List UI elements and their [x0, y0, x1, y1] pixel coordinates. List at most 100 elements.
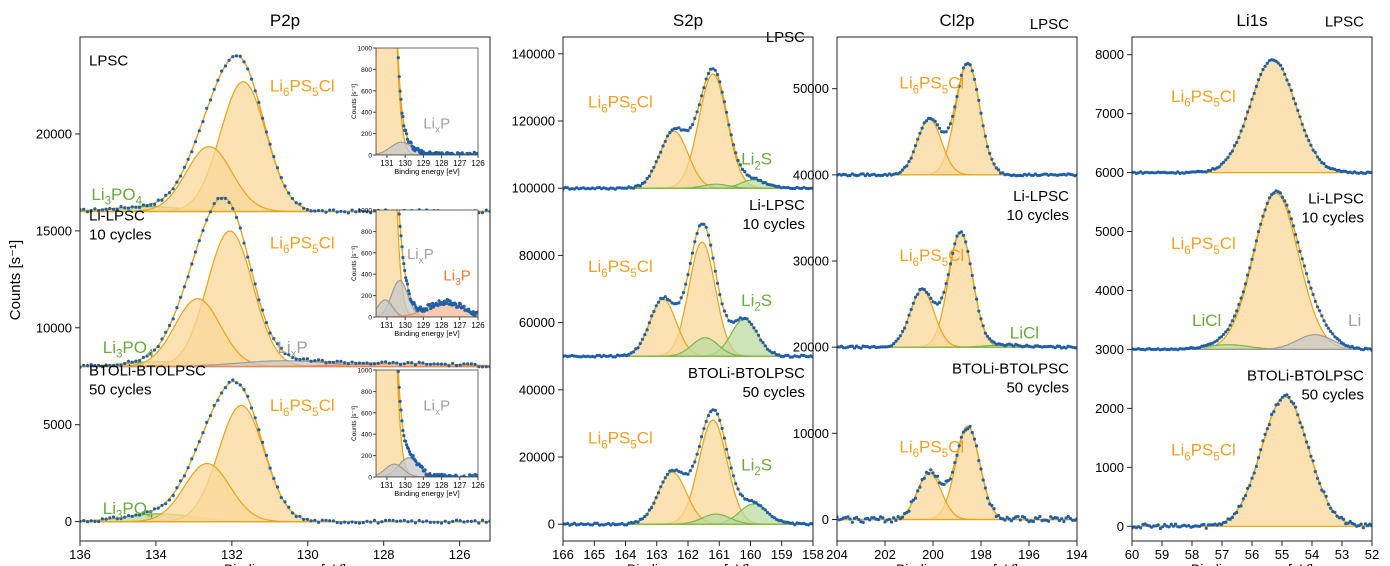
spectrum-li1s-0-point [1226, 155, 1230, 159]
spectrum-s2p-1-point [711, 256, 715, 260]
spectrum-li1s-1-point [1322, 319, 1326, 323]
x-tick-label-s2p: 162 [677, 547, 699, 562]
inset-1-point [471, 310, 475, 314]
inset-0-point [396, 56, 400, 60]
spectrum-s2p-1-point [713, 269, 717, 273]
spectrum-p2p-2-point [182, 474, 186, 478]
spectrum-p2p-1-point [201, 228, 205, 233]
spectrum-li1s-2-point [1246, 486, 1250, 490]
inset-0-point [461, 152, 465, 155]
spectrum-s2p-1-point [750, 322, 754, 326]
spectrum-li1s-2-point [1235, 510, 1239, 514]
inset-y-axis-label: Counts [s⁻¹] [351, 406, 358, 441]
spectrum-p2p-1-point [119, 363, 123, 367]
spectrum-p2p-0-point [313, 209, 317, 213]
spectrum-cl2p-2-point [892, 516, 896, 520]
spectrum-p2p-1-point [417, 360, 421, 364]
spectrum-li1s-1-point [1230, 319, 1234, 323]
inset-2-point [475, 474, 478, 477]
panel-li1s: Li1s Li6PS5Cl LPSC Li6PS5Cl LiCl Li Li-LPSC 10 … [1095, 11, 1379, 566]
x-tick-label-s2p: 164 [615, 547, 637, 562]
spectrum-cl2p-1-point [937, 300, 942, 305]
spectrum-p2p-1-point [357, 361, 362, 365]
spectrum-li1s-0-point [1241, 124, 1245, 128]
spectrum-li1s-2-point [1250, 476, 1254, 480]
spectrum-p2p-0-point [249, 77, 254, 81]
spectrum-cl2p-0-point [905, 164, 909, 168]
spectrum-li1s-2-point [1187, 524, 1191, 528]
spectrum-p2p-1-point [447, 364, 451, 368]
spectrum-p2p-0-point [156, 198, 160, 202]
x-tick-label-li1s: 57 [1215, 547, 1229, 562]
spectrum-s2p-2-point [652, 501, 656, 505]
spectrum-p2p-1-point [111, 364, 116, 368]
spectrum-li1s-0-point [1228, 152, 1232, 156]
spectrum-s2p-1-point [709, 243, 713, 247]
spectrum-li1s-1-point [1254, 239, 1258, 243]
spectrum-p2p-1-point [361, 361, 365, 365]
inset-0-point [405, 137, 410, 141]
spectrum-p2p-2-point [145, 510, 149, 514]
inset-y-tick-label: 800 [361, 67, 372, 74]
y-tick-label-s2p: 80000 [519, 248, 555, 263]
peak-label-li6ps5cl: Li6PS5Cl [1171, 234, 1236, 257]
spectrum-p2p-1-point [451, 361, 455, 365]
spectrum-s2p-1-point [679, 296, 683, 300]
spectrum-p2p-2-point [186, 466, 190, 470]
y-tick-label-li1s: 5000 [1095, 224, 1124, 239]
inset-0-data-points [396, 56, 478, 155]
spectrum-s2p-2-point [675, 468, 679, 472]
spectrum-cl2p-0-point [972, 77, 977, 81]
spectrum-cl2p-2-point [983, 486, 988, 490]
spectrum-li1s-0-point [1261, 67, 1265, 72]
y-tick-label-s2p: 120000 [512, 114, 555, 129]
spectrum-li1s-2-point [1342, 517, 1346, 521]
spectrum-p2p-1-point [82, 363, 86, 367]
inset-frame [375, 47, 479, 156]
peak-label-li6ps5cl: Li6PS5Cl [270, 396, 335, 419]
spectrum-cl2p-1-point [940, 296, 944, 300]
inset-y-tick-label: 600 [361, 250, 372, 257]
spectrum-cl2p-2-point [959, 435, 964, 439]
spectrum-cl2p-2-point [935, 474, 940, 478]
spectrum-s2p-0-point [747, 174, 752, 178]
spectrum-s2p-2-point [590, 523, 595, 527]
spectrum-cl2p-1-point [972, 286, 977, 290]
spectrum-s2p-0-point [754, 176, 758, 180]
peak-label-li6ps5cl: Li6PS5Cl [899, 246, 964, 269]
inset-0-point [470, 153, 474, 155]
y-tick-label-s2p: 40000 [519, 382, 555, 397]
spectrum-cl2p-btoli-btolpsc: Li6PS5Cl BTOLi-BTOLPSC 50 cycles [837, 360, 1077, 525]
sample-label-btoli-btolpsc: BTOLi-BTOLPSC [1247, 367, 1364, 384]
spectrum-li1s-2-point [1359, 522, 1363, 526]
spectrum-p2p-1-point [264, 321, 268, 325]
spectrum-li1s-0-point [1237, 135, 1241, 140]
peak-label-li6ps5cl: Li6PS5Cl [899, 437, 964, 460]
x-tick-label-s2p: 160 [740, 547, 762, 562]
spectrum-li1s-1-point [1294, 233, 1298, 237]
spectrum-li1s-2-point [1263, 432, 1267, 436]
inset-x-axis-label: Binding energy [eV] [394, 489, 459, 498]
spectrum-s2p-0-point [790, 186, 795, 191]
spectrum-p2p-1-point [261, 308, 265, 312]
spectrum-s2p-0-point [734, 151, 738, 155]
spectrum-li1s-0-point [1248, 105, 1252, 109]
inset-1-point [456, 304, 461, 308]
spectrum-s2p-0-point [720, 90, 724, 94]
peak-label-li2s: Li2S [741, 291, 772, 314]
spectrum-s2p-lpsc: Li6PS5Cl Li2S LPSC [563, 29, 813, 191]
spectrum-li1s-1-point [1300, 257, 1304, 261]
y-tick-label-s2p: 60000 [519, 315, 555, 330]
spectrum-s2p-0-point [620, 186, 624, 190]
spectrum-li1s-1-point [1232, 314, 1237, 318]
spectrum-p2p-2-point [290, 511, 295, 515]
spectrum-p2p-1-point [428, 362, 432, 366]
spectrum-li1s-2-point [1363, 522, 1368, 526]
spectrum-p2p-li-lpsc: Li6PS5Cl Li3PO4 LixP Li-LPSC 10 cycles [80, 196, 490, 369]
inset-2-point [470, 474, 474, 477]
x-tick-label-li1s: 56 [1245, 547, 1259, 562]
spectrum-s2p-0-point [740, 167, 745, 171]
spectrum-p2p-1-point [432, 362, 436, 366]
spectrum-s2p-1-point [772, 351, 777, 355]
spectrum-p2p-0-point [145, 204, 149, 208]
